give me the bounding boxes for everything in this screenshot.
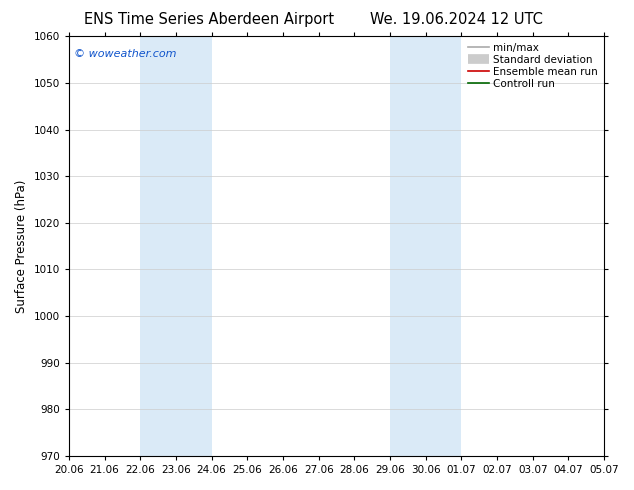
Bar xyxy=(140,36,212,456)
Text: We. 19.06.2024 12 UTC: We. 19.06.2024 12 UTC xyxy=(370,12,543,27)
Y-axis label: Surface Pressure (hPa): Surface Pressure (hPa) xyxy=(15,179,28,313)
Legend: min/max, Standard deviation, Ensemble mean run, Controll run: min/max, Standard deviation, Ensemble me… xyxy=(464,38,602,93)
Text: ENS Time Series Aberdeen Airport: ENS Time Series Aberdeen Airport xyxy=(84,12,334,27)
Bar xyxy=(390,36,462,456)
Text: © woweather.com: © woweather.com xyxy=(74,49,177,59)
